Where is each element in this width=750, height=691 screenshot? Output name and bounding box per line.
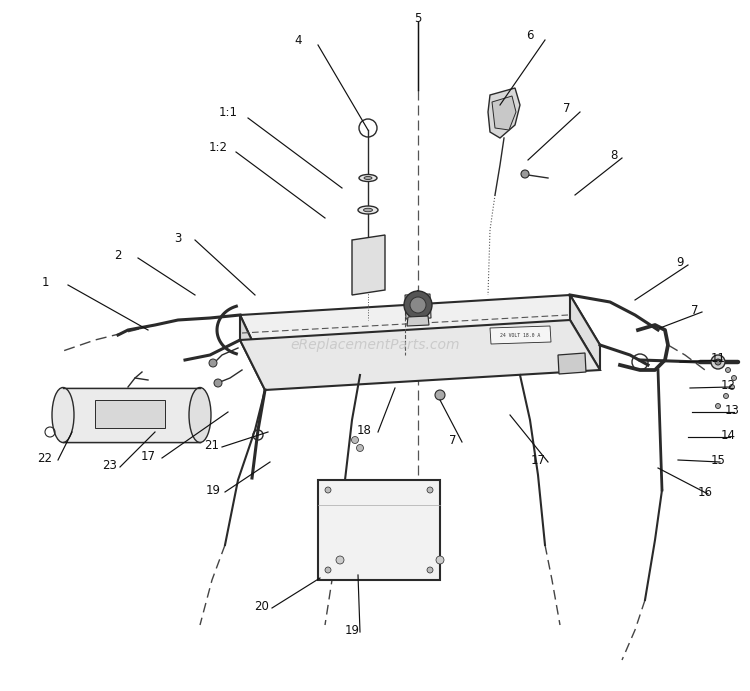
Circle shape — [436, 556, 444, 564]
Circle shape — [731, 375, 736, 381]
Text: 9: 9 — [676, 256, 684, 269]
Text: 18: 18 — [356, 424, 371, 437]
Polygon shape — [570, 295, 600, 370]
Circle shape — [521, 170, 529, 178]
Circle shape — [325, 567, 331, 573]
Text: 3: 3 — [174, 231, 182, 245]
Circle shape — [716, 404, 721, 408]
Circle shape — [410, 297, 426, 313]
Text: 21: 21 — [205, 439, 220, 451]
Text: 14: 14 — [721, 428, 736, 442]
Circle shape — [427, 487, 433, 493]
Polygon shape — [488, 88, 520, 138]
Text: 16: 16 — [698, 486, 712, 498]
Ellipse shape — [364, 176, 372, 180]
Text: 7: 7 — [449, 433, 457, 446]
Text: 12: 12 — [721, 379, 736, 392]
Ellipse shape — [359, 175, 377, 182]
Ellipse shape — [364, 208, 373, 211]
Polygon shape — [240, 315, 265, 390]
Text: 17: 17 — [530, 453, 545, 466]
Circle shape — [404, 291, 432, 319]
Circle shape — [715, 359, 721, 365]
Circle shape — [336, 556, 344, 564]
Polygon shape — [95, 400, 165, 428]
Text: 7: 7 — [692, 303, 699, 316]
Text: 1:1: 1:1 — [218, 106, 238, 118]
Text: 24 VOLT 18.0 A: 24 VOLT 18.0 A — [500, 332, 540, 337]
Text: 17: 17 — [140, 450, 155, 462]
Ellipse shape — [358, 206, 378, 214]
Polygon shape — [352, 235, 385, 295]
Text: 13: 13 — [724, 404, 740, 417]
Circle shape — [209, 359, 217, 367]
Text: 4: 4 — [294, 33, 302, 46]
Circle shape — [435, 390, 445, 400]
Text: 19: 19 — [206, 484, 220, 497]
Text: 20: 20 — [254, 600, 269, 614]
Circle shape — [356, 444, 364, 451]
Polygon shape — [558, 353, 586, 374]
Text: 2: 2 — [114, 249, 122, 261]
Text: 8: 8 — [610, 149, 618, 162]
Text: 1: 1 — [41, 276, 49, 289]
Text: 11: 11 — [710, 352, 725, 364]
Polygon shape — [318, 480, 440, 580]
Polygon shape — [492, 96, 516, 130]
Polygon shape — [240, 320, 600, 390]
Circle shape — [352, 437, 358, 444]
Text: 7: 7 — [563, 102, 571, 115]
Text: 23: 23 — [103, 459, 118, 471]
Circle shape — [711, 355, 725, 369]
Circle shape — [427, 567, 433, 573]
Text: 19: 19 — [344, 623, 359, 636]
Circle shape — [214, 379, 222, 387]
Circle shape — [724, 393, 728, 399]
Circle shape — [325, 487, 331, 493]
Ellipse shape — [52, 388, 74, 442]
Circle shape — [725, 368, 730, 372]
Polygon shape — [240, 295, 600, 368]
Circle shape — [730, 384, 734, 390]
Polygon shape — [63, 388, 200, 442]
Text: 15: 15 — [710, 453, 725, 466]
Polygon shape — [490, 326, 551, 344]
Text: 1:2: 1:2 — [209, 140, 227, 153]
Polygon shape — [405, 294, 431, 319]
Polygon shape — [407, 316, 429, 326]
Text: 6: 6 — [526, 28, 534, 41]
Ellipse shape — [189, 388, 211, 442]
Text: eReplacementParts.com: eReplacementParts.com — [290, 338, 460, 352]
Text: 5: 5 — [414, 12, 422, 24]
Text: 22: 22 — [38, 451, 52, 464]
